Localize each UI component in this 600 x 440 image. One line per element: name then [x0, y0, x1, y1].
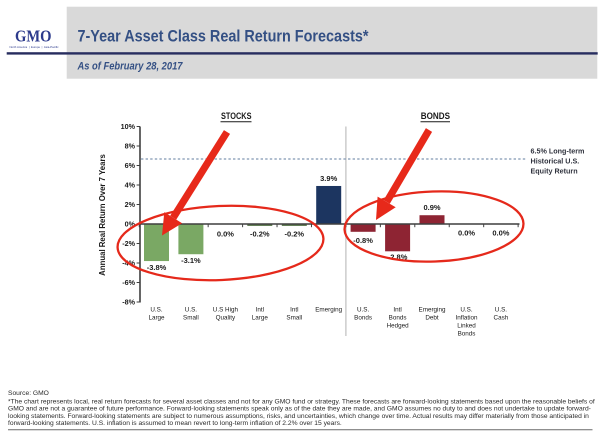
svg-text:U.S.Bonds: U.S. Bonds: [354, 307, 372, 322]
svg-text:-3.1%: -3.1%: [181, 256, 201, 265]
svg-text:0%: 0%: [125, 220, 136, 229]
svg-text:3.9%: 3.9%: [320, 174, 337, 183]
svg-text:10%: 10%: [121, 122, 136, 131]
svg-text:Historical U.S.: Historical U.S.: [531, 157, 580, 166]
svg-text:Equity Return: Equity Return: [531, 167, 578, 176]
svg-text:U.S.Large: U.S. Large: [148, 307, 165, 322]
svg-text:looking statements. Forward-l: looking statements. Forward-looking stat…: [8, 413, 589, 420]
svg-text:*The chart represents local, r: *The chart represents local, real return…: [8, 398, 595, 405]
svg-text:forward-looking statements. U.: forward-looking statements. U.S. inflati…: [8, 420, 342, 427]
svg-text:Annual Real Return Over 7 Year: Annual Real Return Over 7 Years: [98, 154, 107, 276]
svg-text:6%: 6%: [125, 161, 136, 170]
svg-text:2%: 2%: [125, 200, 136, 209]
svg-text:STOCKS: STOCKS: [221, 111, 252, 122]
svg-text:0.0%: 0.0%: [217, 230, 234, 239]
svg-text:7-Year Asset Class Real Return: 7-Year Asset Class Real Return Forecasts…: [78, 28, 370, 46]
svg-text:GMO: GMO: [15, 27, 52, 46]
svg-text:-2.8%: -2.8%: [388, 253, 408, 262]
svg-text:U.S.Small: U.S. Small: [183, 307, 199, 322]
svg-text:U.S.Cash: U.S. Cash: [494, 307, 509, 322]
svg-text:6.5% Long-term: 6.5% Long-term: [531, 147, 585, 156]
svg-text:0.9%: 0.9%: [423, 203, 440, 212]
svg-text:8%: 8%: [125, 142, 136, 151]
svg-text:-0.2%: -0.2%: [285, 230, 305, 239]
svg-text:-6%: -6%: [122, 278, 135, 287]
svg-text:As of February 28, 2017: As of February 28, 2017: [77, 60, 184, 72]
svg-text:-8%: -8%: [122, 298, 135, 307]
svg-text:0.0%: 0.0%: [492, 229, 509, 238]
svg-text:-0.8%: -0.8%: [353, 236, 373, 245]
svg-text:0.0%: 0.0%: [458, 229, 475, 238]
svg-text:GMO and are not a guarantee of: GMO and are not a guarantee of future pe…: [8, 406, 591, 413]
svg-text:BONDS: BONDS: [421, 111, 450, 122]
svg-text:-3.8%: -3.8%: [147, 263, 167, 272]
svg-text:Source: GMO: Source: GMO: [8, 390, 49, 397]
svg-text:-0.2%: -0.2%: [250, 230, 270, 239]
svg-text:4%: 4%: [125, 181, 136, 190]
svg-text:Emerging: Emerging: [315, 307, 342, 314]
svg-text:-2%: -2%: [122, 239, 135, 248]
svg-text:North America | Europe | A: North America | Europe | Asia-Pacific: [10, 45, 60, 49]
